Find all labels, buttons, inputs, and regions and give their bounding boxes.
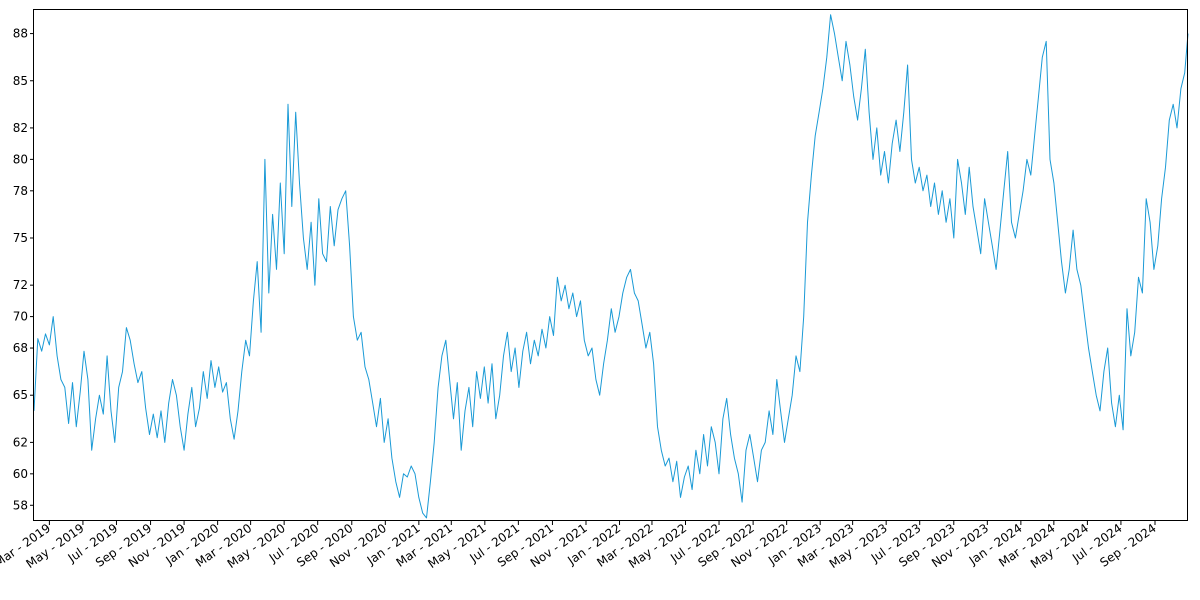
y-tick-label: 75 — [13, 231, 28, 245]
plot-frame — [33, 9, 1188, 521]
y-tick-label: 65 — [13, 388, 28, 402]
y-tick-label: 70 — [13, 310, 28, 324]
y-tick-label: 62 — [13, 435, 28, 449]
y-axis: 58 60 62 65 68 70 72 75 78 80 82 85 88 — [13, 27, 34, 512]
y-tick-label: 78 — [13, 184, 28, 198]
y-tick-label: 80 — [13, 152, 28, 166]
y-tick-label: 68 — [13, 341, 28, 355]
y-tick-label: 82 — [13, 121, 28, 135]
y-tick-label: 72 — [13, 278, 28, 292]
y-tick-label: 60 — [13, 467, 28, 481]
y-tick-label: 85 — [13, 74, 28, 88]
y-tick-label: 58 — [13, 498, 28, 512]
series-line — [33, 14, 1189, 519]
y-tick-label: 88 — [13, 27, 28, 41]
